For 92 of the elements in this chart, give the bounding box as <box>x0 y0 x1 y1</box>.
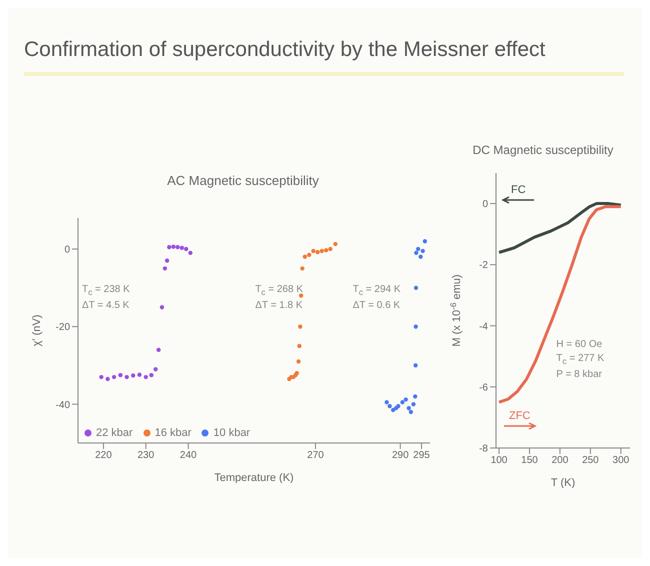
legend-label: 22 kbar <box>95 427 133 439</box>
point <box>176 244 180 250</box>
point <box>328 246 332 252</box>
y-tick-label: -6 <box>479 382 488 394</box>
y-tick-label: -20 <box>56 322 70 334</box>
y-tick-label: -4 <box>479 321 488 332</box>
point <box>131 373 136 378</box>
point <box>298 293 304 298</box>
point <box>307 252 312 257</box>
point <box>333 242 338 246</box>
point <box>298 324 302 329</box>
annotation: ΔT = 1.8 K <box>255 300 303 311</box>
x-axis-title: Temperature (K) <box>214 472 294 484</box>
point <box>180 246 184 250</box>
point <box>99 374 104 380</box>
point <box>144 374 148 380</box>
point <box>406 406 411 410</box>
x-tick-label: 290 <box>392 450 410 462</box>
x-tick-label: 240 <box>180 450 198 462</box>
series-label: ZFC <box>508 410 532 422</box>
annotation: T$_{c}$ = 277 K <box>556 353 604 366</box>
point <box>106 376 110 382</box>
point <box>422 239 428 244</box>
y-tick-label: 0 <box>482 199 488 210</box>
point <box>324 248 328 252</box>
point <box>188 250 192 256</box>
point <box>414 286 418 290</box>
x-tick-label: 270 <box>307 450 324 462</box>
point <box>311 248 316 254</box>
y-tick-label: 0 <box>64 244 70 256</box>
point <box>160 305 164 310</box>
annotation: T$_{c}$ = 238 K <box>82 284 130 297</box>
x-tick-label: 150 <box>521 455 538 466</box>
point <box>404 397 408 402</box>
point <box>297 344 302 348</box>
point <box>302 254 308 259</box>
point <box>320 248 324 254</box>
x-tick-label: 200 <box>552 455 569 466</box>
legend-label: 10 kbar <box>212 427 250 439</box>
point <box>400 400 405 404</box>
point <box>164 258 170 263</box>
chart-subtitle: AC Magnetic susceptibility <box>167 173 319 188</box>
point <box>416 246 420 252</box>
point <box>414 250 418 256</box>
point <box>149 373 154 378</box>
point <box>388 404 392 408</box>
point <box>411 402 416 406</box>
point <box>396 404 400 408</box>
annotation: P = 8 kbar <box>556 369 602 380</box>
point <box>154 367 158 372</box>
annotation: T$_{c}$ = 294 K <box>352 284 401 297</box>
x-tick-label: 220 <box>95 450 112 462</box>
annotation: ΔT = 0.6 K <box>352 300 400 311</box>
point <box>390 408 396 412</box>
point <box>124 374 129 380</box>
point <box>420 248 425 254</box>
x-tick-label: 300 <box>612 455 630 466</box>
x-axis-title: T (K) <box>550 477 576 489</box>
point <box>418 254 423 259</box>
point <box>408 410 414 414</box>
point <box>296 359 301 364</box>
text: FC <box>510 184 527 196</box>
point <box>413 363 418 368</box>
point <box>184 246 188 252</box>
chart-subtitle: DC Magnetic susceptibility <box>472 143 614 157</box>
point <box>162 266 168 271</box>
point <box>316 250 320 254</box>
y-axis-title: χ' (nV) <box>31 314 43 346</box>
y-tick-label: -2 <box>479 260 488 272</box>
point <box>414 324 418 329</box>
line-series <box>498 205 622 404</box>
point <box>384 400 389 404</box>
point <box>171 244 176 249</box>
line-series <box>498 202 622 254</box>
point <box>167 244 172 250</box>
annotation: T$_{c}$ = 268 K <box>255 284 303 297</box>
y-tick-label: -8 <box>479 444 488 455</box>
x-tick-label: 100 <box>490 455 508 466</box>
chart-title: Confirmation of superconductivity by the Meissner effect <box>24 38 546 61</box>
x-tick-label: 295 <box>413 450 430 462</box>
point <box>118 373 123 378</box>
point <box>156 348 161 352</box>
x-tick-label: 230 <box>138 450 155 462</box>
y-tick-label: -40 <box>56 400 70 411</box>
point <box>112 374 116 380</box>
point <box>137 372 142 377</box>
legend-label: 16 kbar <box>154 427 192 439</box>
annotation: H = 60 Oe <box>556 339 602 350</box>
x-tick-label: 250 <box>582 455 600 466</box>
point <box>413 394 418 399</box>
annotation: ΔT = 4.5 K <box>82 300 130 311</box>
point <box>300 266 304 271</box>
